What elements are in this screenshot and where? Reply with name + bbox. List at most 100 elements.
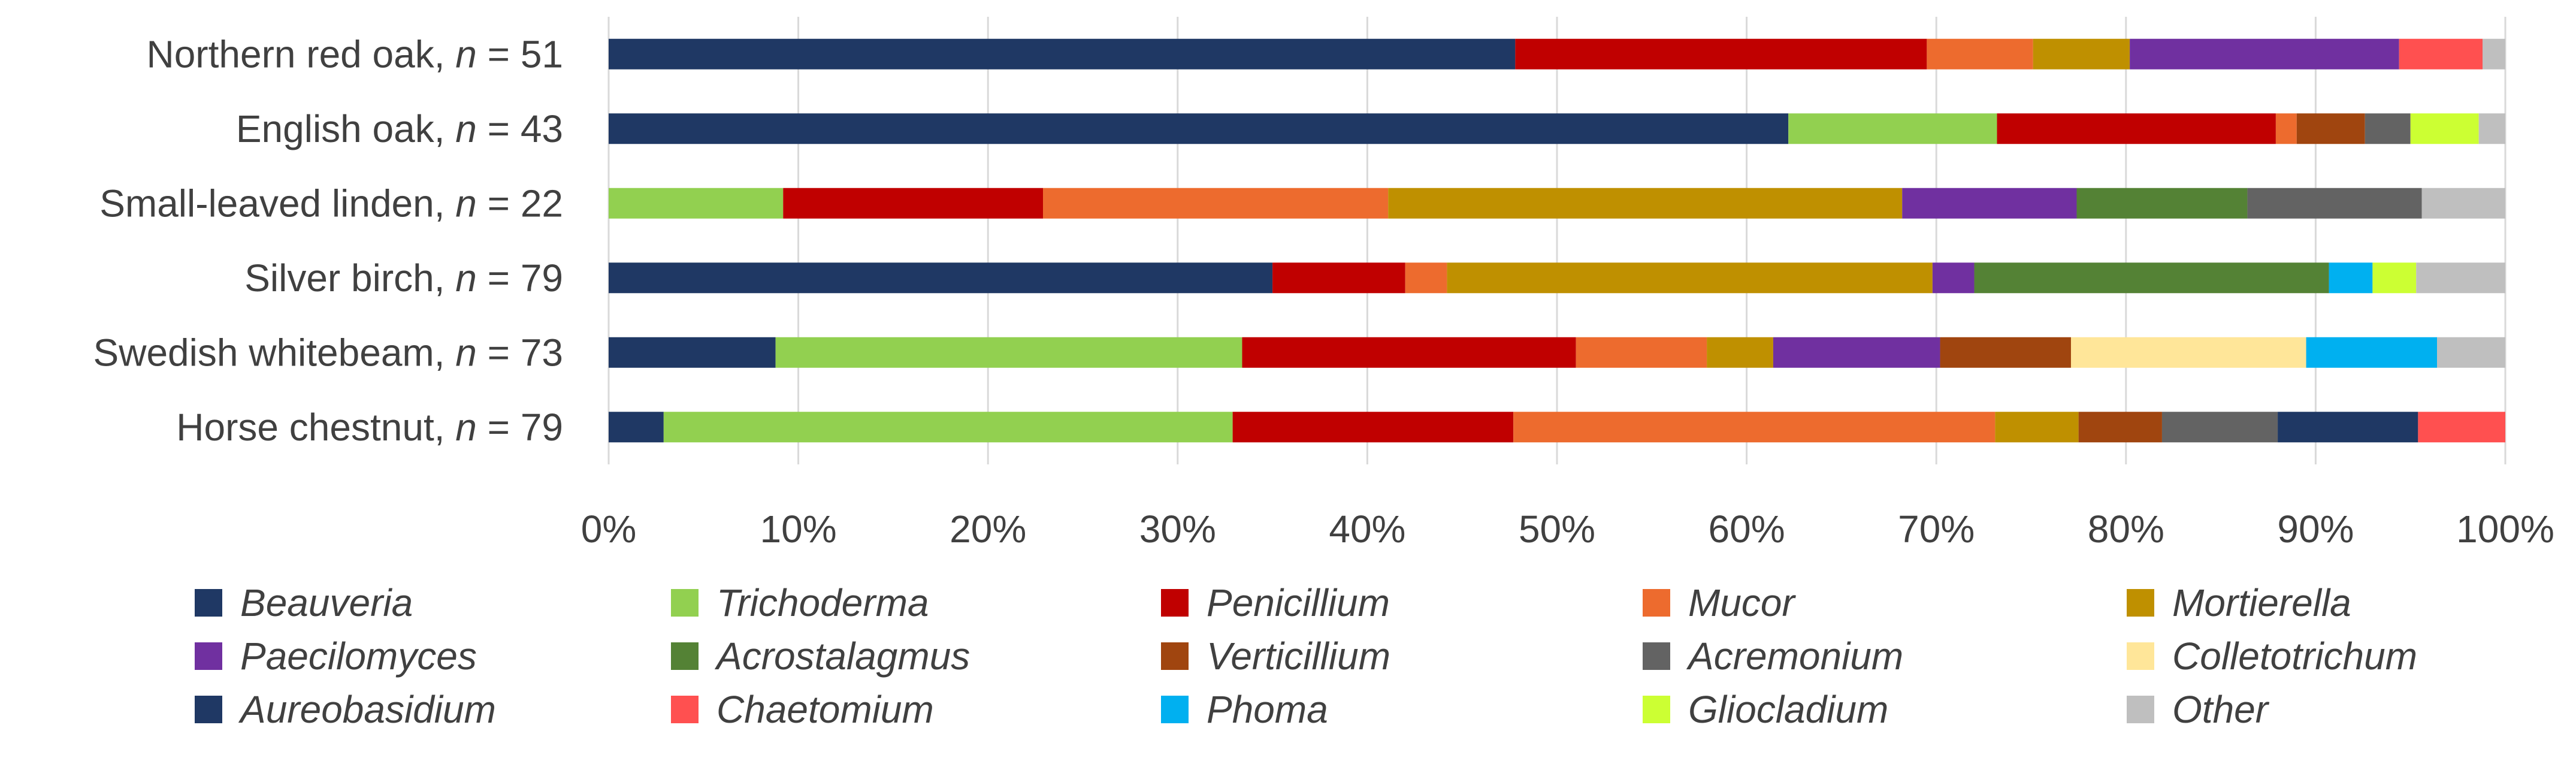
x-tick-label: 100% (2456, 508, 2554, 551)
legend-label: Paecilomyces (240, 635, 477, 678)
legend-item: Mucor (1643, 581, 1797, 624)
legend-swatch (195, 642, 222, 670)
legend-label: Beauveria (240, 581, 413, 624)
legend-label: Gliocladium (1688, 688, 1888, 731)
legend-swatch (195, 696, 222, 723)
bar-segment (2296, 113, 2365, 144)
legend-swatch (1643, 589, 1670, 617)
bar-segment (609, 412, 664, 443)
bar-segment (2437, 337, 2505, 368)
legend-swatch (1161, 589, 1189, 617)
bar-segment (1242, 337, 1576, 368)
bar-segment (2416, 262, 2505, 294)
bar-segment (1902, 188, 2077, 219)
bar-segment (2329, 262, 2373, 294)
bar-segment (609, 113, 1789, 144)
category-label: Silver birch, n = 79 (244, 256, 563, 300)
gridlines (607, 17, 2507, 464)
legend-swatch (2127, 589, 2154, 617)
legend-item: Verticillium (1161, 635, 1390, 678)
bar-segment (1773, 337, 1940, 368)
bar-segment (2478, 113, 2505, 144)
legend-swatch (1161, 642, 1189, 670)
legend-swatch (671, 589, 699, 617)
x-tick-label: 10% (760, 508, 837, 551)
bar-segment (2078, 412, 2162, 443)
legend-item: Mortierella (2127, 581, 2351, 624)
bar-segment (2421, 188, 2505, 219)
bar-segment (1927, 38, 2033, 70)
legend-item: Penicillium (1161, 581, 1390, 624)
bar-segment (2278, 412, 2418, 443)
category-labels: Northern red oak, n = 51 English oak, n =… (93, 32, 563, 449)
legend-item: Trichoderma (671, 581, 929, 624)
bar-segment (1997, 113, 2276, 144)
bar-segment (609, 38, 1516, 70)
legend-label: Mucor (1688, 581, 1797, 624)
legend-item: Other (2127, 688, 2270, 731)
bar-segment (2275, 113, 2297, 144)
bar-segment (1788, 113, 1997, 144)
category-label: Small-leaved linden, n = 22 (99, 182, 563, 225)
x-tick-label: 30% (1139, 508, 1216, 551)
legend-swatch (1643, 696, 1670, 723)
bar-segment (1940, 337, 2071, 368)
bar-segment (1388, 188, 1903, 219)
bar-segment (2483, 38, 2505, 70)
bar-segment (609, 262, 1273, 294)
x-tick-label: 0% (581, 508, 637, 551)
legend-item: Chaetomium (671, 688, 934, 731)
bar-segment (2410, 113, 2479, 144)
legend-swatch (2127, 642, 2154, 670)
legend-label: Mortierella (2172, 581, 2351, 624)
legend-label: Aureobasidium (238, 688, 496, 731)
bar-segment (1272, 262, 1405, 294)
x-tick-label: 60% (1709, 508, 1785, 551)
legend-label: Penicillium (1207, 581, 1390, 624)
bar-segment (1405, 262, 1447, 294)
legend-swatch (1643, 642, 1670, 670)
bar-segment (1515, 38, 1927, 70)
legend-label: Trichoderma (716, 581, 929, 624)
x-tick-label: 40% (1329, 508, 1405, 551)
bar-segment (775, 337, 1242, 368)
x-tick-label: 90% (2277, 508, 2354, 551)
bar-segment (2399, 38, 2483, 70)
category-label: English oak, n = 43 (236, 107, 563, 150)
bar-segment (2418, 412, 2505, 443)
legend: Beauveria Trichoderma Penicillium Mucor Mort… (195, 581, 2417, 731)
legend-item: Aureobasidium (195, 688, 496, 731)
bar-segment (1932, 262, 1975, 294)
bar-segment (609, 188, 784, 219)
legend-item: Acremonium (1643, 635, 1903, 678)
x-tick-label: 80% (2088, 508, 2164, 551)
bar-segment (783, 188, 1044, 219)
bar-segment (2076, 188, 2248, 219)
x-tick-label: 70% (1898, 508, 1975, 551)
bar-segment (2365, 113, 2411, 144)
legend-label: Colletotrichum (2172, 635, 2417, 678)
category-label: Northern red oak, n = 51 (146, 32, 563, 76)
bar-segment (1447, 262, 1933, 294)
legend-swatch (671, 696, 699, 723)
bar-segment (2033, 38, 2130, 70)
bar-segment (1576, 337, 1707, 368)
x-tick-label: 20% (950, 508, 1026, 551)
bars (609, 38, 2505, 443)
bar-segment (1707, 337, 1773, 368)
legend-label: Verticillium (1207, 635, 1390, 678)
bar-segment (1974, 262, 2329, 294)
bar-segment (663, 412, 1233, 443)
bar-segment (1232, 412, 1514, 443)
legend-item: Gliocladium (1643, 688, 1888, 731)
legend-item: Acrostalagmus (671, 635, 970, 678)
legend-swatch (1161, 696, 1189, 723)
legend-label: Chaetomium (716, 688, 934, 731)
category-label: Horse chestnut, n = 79 (176, 406, 563, 449)
legend-item: Colletotrichum (2127, 635, 2417, 678)
legend-swatch (671, 642, 699, 670)
legend-label: Other (2172, 688, 2270, 731)
bar-segment (2247, 188, 2422, 219)
legend-label: Acrostalagmus (714, 635, 970, 678)
